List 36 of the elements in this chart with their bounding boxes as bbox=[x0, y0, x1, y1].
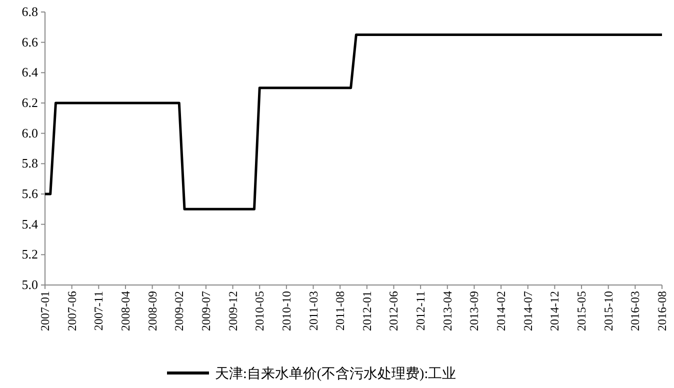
x-tick-label: 2016-08 bbox=[655, 291, 669, 331]
line-series bbox=[44, 34, 664, 210]
x-tick-label: 2007-06 bbox=[64, 291, 79, 331]
y-tick-label: 6.6 bbox=[22, 34, 38, 50]
y-tick-label: 6.2 bbox=[22, 95, 38, 110]
x-tick-label: 2012-01 bbox=[360, 291, 374, 331]
y-tick-label: 6.8 bbox=[22, 4, 38, 19]
legend-label: 天津:自来水单价(不含污水处理费):工业 bbox=[215, 366, 456, 382]
x-tick-label: 2009-02 bbox=[172, 291, 186, 331]
x-tick-label: 2011-08 bbox=[333, 291, 348, 331]
x-tick-label: 2007-11 bbox=[92, 291, 106, 331]
x-tick-label: 2009-07 bbox=[198, 291, 213, 331]
x-tick-label: 2014-12 bbox=[548, 291, 562, 331]
y-tick-label: 5.6 bbox=[22, 186, 38, 201]
x-tick-label: 2011-03 bbox=[306, 291, 320, 331]
x-tick-label: 2012-11 bbox=[414, 291, 428, 331]
x-tick-label: 2013-09 bbox=[467, 291, 482, 331]
x-tick-label: 2014-07 bbox=[520, 291, 535, 331]
y-tick-label: 6.4 bbox=[22, 64, 38, 80]
x-tick-label: 2010-10 bbox=[279, 291, 294, 331]
y-tick-label: 5.2 bbox=[22, 246, 38, 262]
y-tick-label: 5.8 bbox=[22, 156, 38, 171]
x-tick-label: 2016-03 bbox=[628, 291, 642, 331]
x-tick-label: 2008-09 bbox=[145, 291, 160, 331]
y-tick-label: 5.0 bbox=[22, 277, 38, 292]
x-tick-label: 2010-05 bbox=[252, 291, 267, 331]
x-tick-label: 2014-02 bbox=[494, 291, 508, 331]
x-tick-label: 2015-05 bbox=[574, 291, 589, 331]
x-tick-label: 2012-06 bbox=[386, 291, 401, 331]
x-tick-label: 2008-04 bbox=[118, 291, 132, 331]
x-tick-label: 2013-04 bbox=[440, 291, 454, 331]
y-tick-label: 6.0 bbox=[22, 125, 38, 140]
y-tick-label: 5.4 bbox=[22, 216, 38, 232]
x-tick-label: 2015-10 bbox=[601, 291, 616, 331]
x-tick-label: 2009-12 bbox=[226, 291, 240, 331]
x-tick-label: 2007-01 bbox=[38, 291, 52, 331]
